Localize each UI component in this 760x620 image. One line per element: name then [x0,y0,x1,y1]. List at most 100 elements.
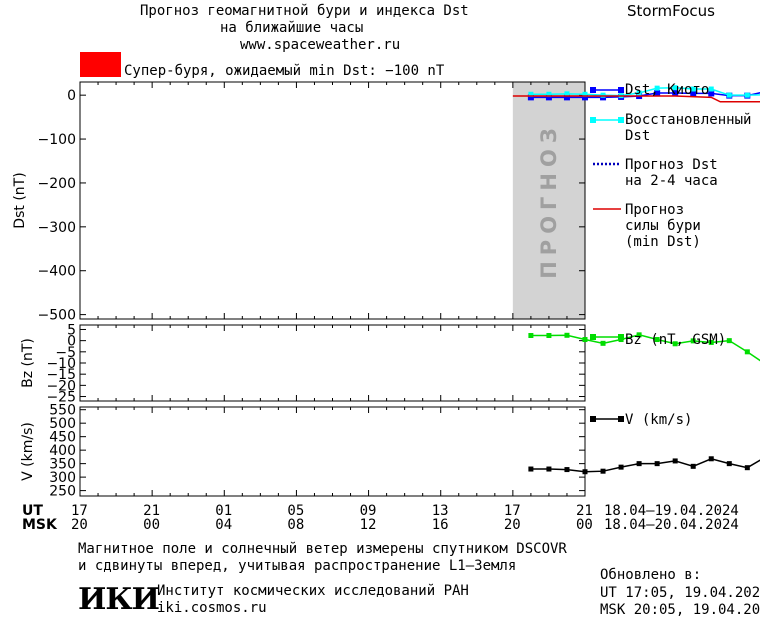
y-tick-label: −200 [38,176,76,192]
bz-point [528,333,534,339]
msk-label: MSK [22,517,57,533]
ut-tick-label: 01 [215,503,233,519]
updated-label: Обновлено в: [600,567,702,583]
ut-tick-label: 09 [359,503,377,519]
y-tick-label: 350 [49,457,76,473]
y-tick-label: 450 [49,430,76,446]
bz-point [654,337,660,343]
legend-v: V (km/s) [625,412,693,428]
y-axis-label: Dst (nT) [12,172,28,228]
dst-kyoto-point [563,94,570,101]
institute-site[interactable]: iki.cosmos.ru [157,600,267,616]
dst-restored-point [546,91,552,97]
speed-point [546,466,552,472]
site-url[interactable]: www.spaceweather.ru [240,37,401,53]
y-tick-label: 0 [67,88,76,104]
speed-point [582,469,588,475]
panel-frame [79,406,586,497]
legend-restored-1: Восстановленный [625,112,752,128]
bz-point [690,338,696,344]
y-tick-label: 250 [49,484,76,500]
y-tick-label: −20 [46,378,76,394]
y-tick-label: 5 [67,322,76,338]
y-tick-label: 400 [49,443,76,459]
dst-restored-point [726,92,732,98]
bz-point [582,337,588,343]
dst-restored-point [600,92,606,98]
y-tick-label: −5 [55,345,76,361]
ut-tick-label: 17 [503,503,521,519]
dst-restored-point [564,91,570,97]
dst-kyoto-point [527,94,534,101]
dst-restored-point [672,85,678,91]
dst-restored-point [654,85,660,91]
y-tick-label: −400 [38,264,76,280]
bz-point [564,332,570,338]
dst-kyoto-point [654,89,661,96]
dst-restored-point [708,86,714,92]
ut-date-range: 18.04–19.04.2024 [604,503,739,519]
dst-restored-point [744,92,750,98]
dst-kyoto-point [708,90,715,97]
title-line2: на ближайшие часы [220,20,364,36]
dst-restored-legend-marker [590,117,596,123]
y-tick-label: 500 [49,416,76,432]
dst-kyoto-point [672,89,679,96]
speed-point [708,456,714,462]
dst-restored-point [690,86,696,92]
iki-logo[interactable]: ИКИ [78,582,160,617]
dst-restored-point [582,91,588,97]
msk-tick-label: 04 [215,517,233,533]
dst-kyoto-legend-marker [618,87,624,93]
ut-label: UT [22,503,43,519]
y-tick-label: −100 [38,132,76,148]
bz-point [672,341,678,347]
forecast-band [512,82,585,319]
dst-restored-point [636,90,642,96]
msk-tick-label: 12 [359,517,377,533]
msk-tick-label: 20 [503,517,521,533]
brand-name: StormFocus [627,2,715,20]
speed-point [618,464,624,470]
ut-tick-label: 21 [576,503,593,519]
y-tick-label: 300 [49,470,76,486]
msk-tick-label: 00 [576,517,593,533]
dst-kyoto-point [545,94,552,101]
ut-tick-label: 17 [71,503,88,519]
speed-point [672,458,678,464]
bz-legend-marker [618,334,624,340]
footer-note-line2: и сдвинуты вперед, учитывая распростране… [78,558,517,574]
legend-forecast-2: на 2-4 часа [625,173,718,189]
dst-kyoto-point [690,90,697,97]
title-line1: Прогноз геомагнитной бури и индекса Dst [140,3,469,19]
y-tick-label: −25 [46,390,76,406]
legend-bz: Bz (nT, GSM) [625,332,727,348]
y-axis-label: Bz (nT) [20,338,36,388]
updated-ut: UT 17:05, 19.04.2024 [600,585,760,601]
speed-point [654,461,660,467]
speed-point [744,465,750,471]
bz-point [726,338,732,344]
legend-dst-kyoto: Dst, Киото [625,82,710,98]
panel-frame [79,324,586,402]
legend-restored-2: Dst [625,128,651,144]
alert-color-box [80,52,121,77]
legend-storm-2: силы бури [625,218,701,234]
forecast-band-label: ПРОГНОЗ [537,122,561,279]
legend-storm-3: (min Dst) [625,234,701,250]
bz-point [708,339,714,345]
alert-text: Супер-буря, ожидаемый min Dst: −100 nT [124,63,445,79]
dst-restored-point [528,91,534,97]
speed-point [726,461,732,467]
speed-point [636,461,642,467]
y-tick-label: −500 [38,308,76,324]
ut-tick-label: 05 [287,503,305,519]
msk-tick-label: 16 [431,517,449,533]
msk-date-range: 18.04–20.04.2024 [604,517,739,533]
footer-note-line1: Магнитное поле и солнечный ветер измерен… [78,541,567,557]
updated-msk: MSK 20:05, 19.04.2024 [600,602,760,618]
ut-tick-label: 21 [143,503,160,519]
dst-kyoto-legend-marker [590,87,596,93]
msk-tick-label: 20 [71,517,88,533]
